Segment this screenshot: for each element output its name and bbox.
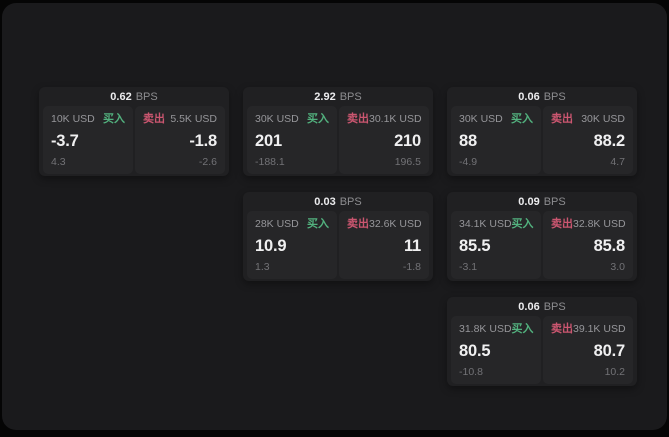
bps-unit-label: BPS bbox=[543, 300, 566, 313]
buy-tag: 买入 bbox=[307, 113, 329, 125]
buy-panel[interactable]: 28K USD 买入 10.9 1.3 bbox=[247, 211, 337, 279]
bps-value: 0.62 bbox=[110, 90, 132, 103]
buy-size: 34.1K USD bbox=[459, 218, 512, 230]
bps-value: 0.06 bbox=[518, 300, 540, 313]
sell-tag: 卖出 bbox=[143, 113, 165, 125]
sell-price: 11 bbox=[403, 236, 421, 255]
bps-unit-label: BPS bbox=[339, 90, 362, 103]
sell-panel[interactable]: 卖出 32.8K USD 85.8 3.0 bbox=[543, 211, 633, 279]
sell-change: 3.0 bbox=[610, 261, 625, 273]
buy-tag: 买入 bbox=[511, 323, 534, 335]
sell-change: -2.6 bbox=[198, 156, 217, 168]
quote-card: 0.03 BPS 28K USD 买入 10.9 1.3 卖出 32.6K US… bbox=[243, 192, 433, 281]
bps-header: 0.06 BPS bbox=[451, 297, 633, 316]
sell-size: 30.1K USD bbox=[369, 113, 422, 125]
buy-size: 30K USD bbox=[255, 113, 299, 125]
sell-panel[interactable]: 卖出 32.6K USD 11 -1.8 bbox=[339, 211, 429, 279]
sell-change: -1.8 bbox=[402, 261, 421, 273]
buy-price: 201 bbox=[255, 131, 282, 150]
bps-value: 0.03 bbox=[314, 195, 336, 208]
sell-change: 4.7 bbox=[610, 156, 625, 168]
sell-price: 80.7 bbox=[593, 341, 626, 360]
buy-change: -10.8 bbox=[459, 366, 483, 378]
sell-price: 88.2 bbox=[593, 131, 626, 150]
buy-tag: 买入 bbox=[307, 218, 329, 230]
bps-value: 0.09 bbox=[518, 195, 540, 208]
sell-size: 5.5K USD bbox=[170, 113, 217, 125]
sell-panel[interactable]: 卖出 5.5K USD -1.8 -2.6 bbox=[135, 106, 225, 174]
quote-body: 30K USD 买入 88 -4.9 卖出 30K USD 88.2 4.7 bbox=[451, 106, 633, 174]
quote-body: 31.8K USD 买入 80.5 -10.8 卖出 39.1K USD 80.… bbox=[451, 316, 633, 384]
sell-size: 39.1K USD bbox=[573, 323, 626, 335]
sell-size: 30K USD bbox=[581, 113, 625, 125]
bps-header: 0.06 BPS bbox=[451, 87, 633, 106]
bps-header: 0.62 BPS bbox=[43, 87, 225, 106]
buy-tag: 买入 bbox=[511, 218, 534, 230]
quote-card-grid: 0.62 BPS 10K USD 买入 -3.7 4.3 卖出 5.5K USD bbox=[39, 87, 637, 386]
sell-tag: 卖出 bbox=[551, 113, 573, 125]
buy-panel[interactable]: 10K USD 买入 -3.7 4.3 bbox=[43, 106, 133, 174]
buy-price: -3.7 bbox=[51, 131, 79, 150]
quote-body: 28K USD 买入 10.9 1.3 卖出 32.6K USD 11 -1.8 bbox=[247, 211, 429, 279]
buy-price: 85.5 bbox=[459, 236, 491, 255]
buy-panel[interactable]: 34.1K USD 买入 85.5 -3.1 bbox=[451, 211, 541, 279]
buy-change: -188.1 bbox=[255, 156, 285, 168]
quote-card: 0.62 BPS 10K USD 买入 -3.7 4.3 卖出 5.5K USD bbox=[39, 87, 229, 176]
sell-change: 196.5 bbox=[394, 156, 421, 168]
bps-header: 0.03 BPS bbox=[247, 192, 429, 211]
sell-tag: 卖出 bbox=[551, 218, 573, 230]
sell-panel[interactable]: 卖出 39.1K USD 80.7 10.2 bbox=[543, 316, 633, 384]
sell-tag: 卖出 bbox=[551, 323, 573, 335]
buy-price: 10.9 bbox=[255, 236, 287, 255]
buy-change: -3.1 bbox=[459, 261, 478, 273]
quote-card: 0.06 BPS 30K USD 买入 88 -4.9 卖出 30K USD bbox=[447, 87, 637, 176]
sell-tag: 卖出 bbox=[347, 218, 369, 230]
quote-card: 0.06 BPS 31.8K USD 买入 80.5 -10.8 卖出 39.1… bbox=[447, 297, 637, 386]
quote-body: 30K USD 买入 201 -188.1 卖出 30.1K USD 210 1… bbox=[247, 106, 429, 174]
buy-panel[interactable]: 31.8K USD 买入 80.5 -10.8 bbox=[451, 316, 541, 384]
buy-tag: 买入 bbox=[511, 113, 533, 125]
buy-size: 30K USD bbox=[459, 113, 503, 125]
sell-size: 32.8K USD bbox=[573, 218, 626, 230]
buy-price: 88 bbox=[459, 131, 477, 150]
sell-size: 32.6K USD bbox=[369, 218, 422, 230]
bps-value: 2.92 bbox=[314, 90, 336, 103]
bps-unit-label: BPS bbox=[135, 90, 158, 103]
app-window: 0.62 BPS 10K USD 买入 -3.7 4.3 卖出 5.5K USD bbox=[2, 3, 667, 430]
bps-header: 2.92 BPS bbox=[247, 87, 429, 106]
buy-size: 31.8K USD bbox=[459, 323, 512, 335]
sell-change: 10.2 bbox=[604, 366, 625, 378]
buy-change: 4.3 bbox=[51, 156, 66, 168]
quote-card: 2.92 BPS 30K USD 买入 201 -188.1 卖出 30.1K … bbox=[243, 87, 433, 176]
quote-body: 10K USD 买入 -3.7 4.3 卖出 5.5K USD -1.8 -2.… bbox=[43, 106, 225, 174]
buy-panel[interactable]: 30K USD 买入 201 -188.1 bbox=[247, 106, 337, 174]
bps-header: 0.09 BPS bbox=[451, 192, 633, 211]
buy-tag: 买入 bbox=[103, 113, 125, 125]
buy-change: -4.9 bbox=[459, 156, 478, 168]
sell-price: 85.8 bbox=[593, 236, 626, 255]
bps-unit-label: BPS bbox=[339, 195, 362, 208]
quote-card: 0.09 BPS 34.1K USD 买入 85.5 -3.1 卖出 32.8K… bbox=[447, 192, 637, 281]
buy-change: 1.3 bbox=[255, 261, 270, 273]
sell-panel[interactable]: 卖出 30K USD 88.2 4.7 bbox=[543, 106, 633, 174]
bps-unit-label: BPS bbox=[543, 195, 566, 208]
buy-panel[interactable]: 30K USD 买入 88 -4.9 bbox=[451, 106, 541, 174]
quote-body: 34.1K USD 买入 85.5 -3.1 卖出 32.8K USD 85.8… bbox=[451, 211, 633, 279]
bps-value: 0.06 bbox=[518, 90, 540, 103]
sell-panel[interactable]: 卖出 30.1K USD 210 196.5 bbox=[339, 106, 429, 174]
buy-size: 28K USD bbox=[255, 218, 299, 230]
bps-unit-label: BPS bbox=[543, 90, 566, 103]
buy-price: 80.5 bbox=[459, 341, 491, 360]
buy-size: 10K USD bbox=[51, 113, 95, 125]
sell-price: -1.8 bbox=[189, 131, 217, 150]
sell-tag: 卖出 bbox=[347, 113, 369, 125]
sell-price: 210 bbox=[394, 131, 421, 150]
